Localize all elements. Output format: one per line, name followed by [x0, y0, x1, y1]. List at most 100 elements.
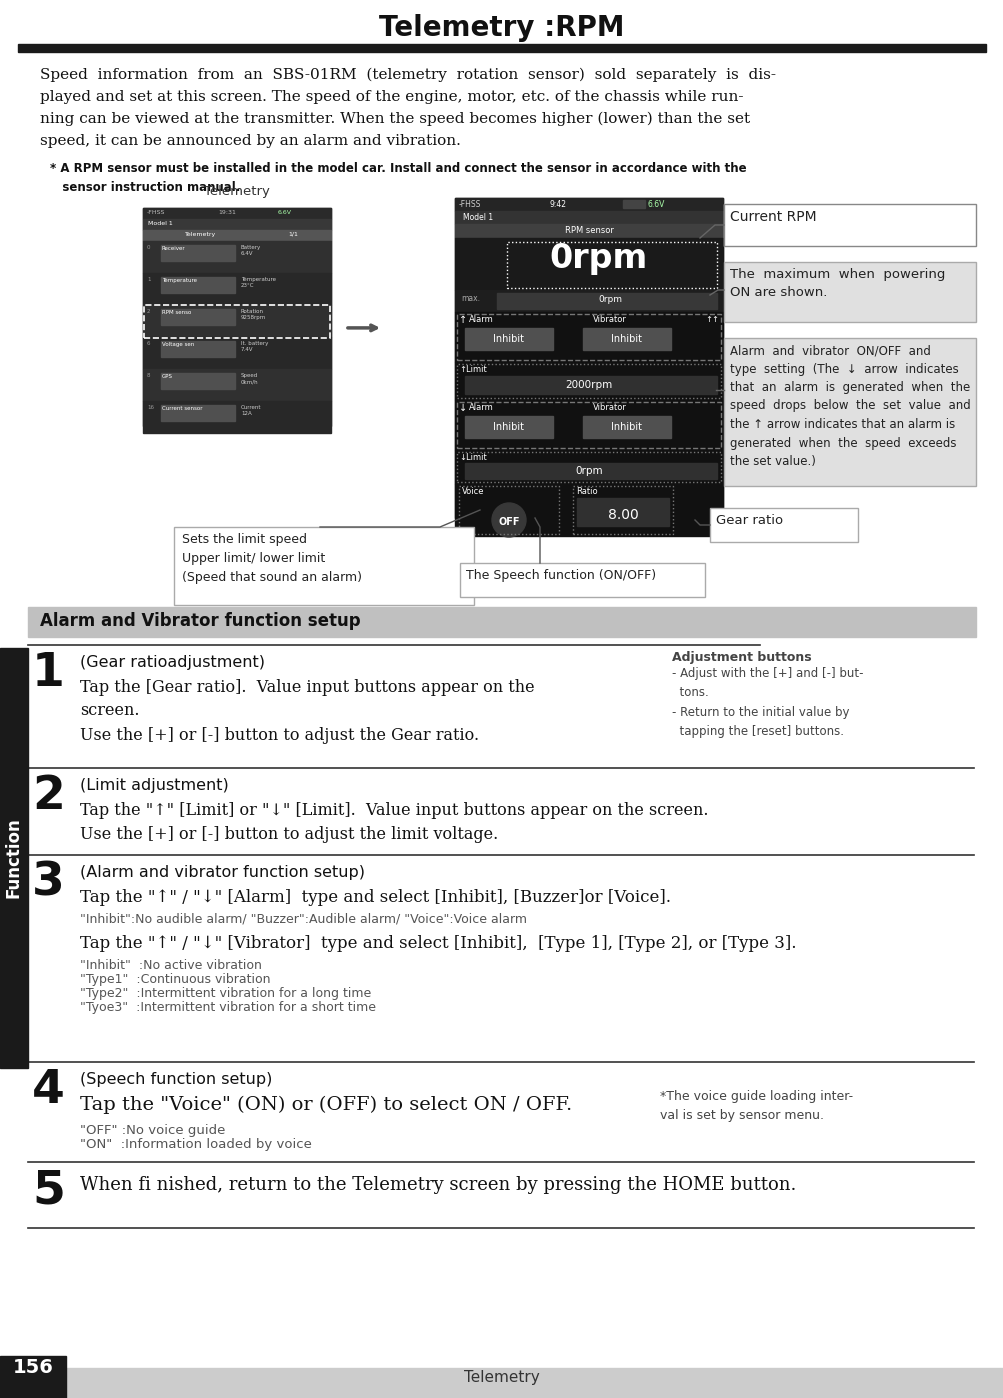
Bar [0, 649, 28, 1068]
Bar [142, 219, 331, 231]
Text: Telemetry: Telemetry [204, 185, 270, 199]
Bar [723, 204, 975, 246]
Text: 8.00: 8.00 [607, 507, 638, 521]
Bar [142, 208, 331, 219]
Text: Vibrator: Vibrator [593, 315, 626, 324]
Text: 0rpm: 0rpm [598, 295, 622, 303]
Bar [709, 507, 858, 542]
Bar [454, 224, 722, 238]
Bar [454, 312, 722, 362]
Text: Alarm and Vibrator function setup: Alarm and Vibrator function setup [40, 612, 360, 630]
Text: 4: 4 [32, 1068, 65, 1113]
Text: -FHSS: -FHSS [458, 200, 480, 208]
Text: Temperature: Temperature [161, 278, 197, 282]
Text: Telemetry: Telemetry [463, 1370, 540, 1385]
Bar [723, 338, 975, 487]
Bar [28, 607, 975, 637]
Circle shape [491, 503, 526, 537]
Text: Tap the "Voice" (ON) or (OFF) to select ON / OFF.: Tap the "Voice" (ON) or (OFF) to select … [80, 1096, 572, 1114]
Bar [577, 498, 668, 526]
Bar [454, 199, 722, 211]
Bar [464, 376, 716, 394]
Text: ning can be viewed at the transmitter. When the speed becomes higher (lower) tha: ning can be viewed at the transmitter. W… [40, 112, 749, 126]
Bar [142, 401, 331, 433]
Bar [454, 362, 722, 400]
Text: ↑: ↑ [458, 315, 466, 324]
Text: "ON"  :Information loaded by voice: "ON" :Information loaded by voice [80, 1138, 312, 1151]
Text: When fi nished, return to the Telemetry screen by pressing the HOME button.: When fi nished, return to the Telemetry … [80, 1176, 795, 1194]
Text: 5: 5 [32, 1167, 65, 1213]
Text: screen.: screen. [80, 702, 139, 719]
Text: Ratio: Ratio [576, 487, 597, 496]
Text: played and set at this screen. The speed of the engine, motor, etc. of the chass: played and set at this screen. The speed… [40, 89, 743, 103]
Bar [142, 337, 331, 369]
Bar [464, 329, 553, 350]
Bar [142, 208, 331, 426]
Text: Voice: Voice [461, 487, 484, 496]
Text: Alarm: Alarm [468, 315, 493, 324]
Bar [160, 245, 235, 261]
Text: 0rpm: 0rpm [575, 466, 602, 475]
Text: Rotation
9258rpm: Rotation 9258rpm [241, 309, 266, 320]
Text: Inhibit: Inhibit [611, 422, 642, 432]
Bar [454, 289, 722, 312]
Text: (Gear ratioadjustment): (Gear ratioadjustment) [80, 656, 265, 670]
Text: 6.6V: 6.6V [647, 200, 665, 208]
Text: Alarm: Alarm [468, 403, 493, 412]
Text: 0: 0 [146, 245, 150, 250]
Text: 9:42: 9:42 [550, 200, 567, 208]
Text: 6.6V: 6.6V [278, 210, 292, 215]
Text: ↓: ↓ [458, 403, 466, 412]
Text: Alarm  and  vibrator  ON/OFF  and
type  setting  (The  ↓  arrow  indicates
that : Alarm and vibrator ON/OFF and type setti… [729, 344, 970, 468]
Text: GPS: GPS [161, 375, 173, 379]
Bar [583, 417, 670, 438]
Text: "OFF" :No voice guide: "OFF" :No voice guide [80, 1124, 225, 1137]
Text: max.: max. [460, 294, 479, 303]
Text: Tap the "↑" [Limit] or "↓" [Limit].  Value input buttons appear on the screen.: Tap the "↑" [Limit] or "↓" [Limit]. Valu… [80, 802, 708, 819]
Text: 1: 1 [32, 651, 65, 696]
Bar [454, 238, 722, 289]
Text: Inhibit: Inhibit [493, 422, 524, 432]
Text: speed, it can be announced by an alarm and vibration.: speed, it can be announced by an alarm a… [40, 134, 460, 148]
Bar [160, 341, 235, 356]
Text: "Type2"  :Intermittent vibration for a long time: "Type2" :Intermittent vibration for a lo… [80, 987, 371, 1000]
Bar [160, 405, 235, 421]
Text: It. battery
7.4V: It. battery 7.4V [241, 341, 268, 352]
Text: Model 1: Model 1 [462, 212, 492, 222]
Text: The  maximum  when  powering
ON are shown.: The maximum when powering ON are shown. [729, 268, 945, 299]
Text: Voltage sen: Voltage sen [161, 343, 194, 347]
Bar [160, 277, 235, 294]
Text: Function: Function [5, 818, 23, 899]
Text: Speed  information  from  an  SBS-01RM  (telemetry  rotation  sensor)  sold  sep: Speed information from an SBS-01RM (tele… [40, 69, 775, 82]
Bar [454, 484, 722, 535]
Text: Sets the limit speed
Upper limit/ lower limit
(Speed that sound an alarm): Sets the limit speed Upper limit/ lower … [182, 533, 362, 584]
Bar [142, 305, 331, 337]
Text: Telemetry :RPM: Telemetry :RPM [379, 14, 624, 42]
Text: Speed
0km/h: Speed 0km/h [241, 373, 259, 384]
Text: 156: 156 [13, 1357, 53, 1377]
Text: -FHSS: -FHSS [146, 210, 165, 215]
Text: 2000rpm: 2000rpm [565, 380, 612, 390]
Bar [496, 294, 716, 309]
Text: Use the [+] or [-] button to adjust the Gear ratio.: Use the [+] or [-] button to adjust the … [80, 727, 478, 744]
Text: 16: 16 [146, 405, 153, 410]
Text: "Inhibit":No audible alarm/ "Buzzer":Audible alarm/ "Voice":Voice alarm: "Inhibit":No audible alarm/ "Buzzer":Aud… [80, 913, 527, 925]
Text: Inhibit: Inhibit [611, 334, 642, 344]
Text: The Speech function (ON/OFF): The Speech function (ON/OFF) [465, 569, 656, 582]
Text: Temperature
23°C: Temperature 23°C [241, 277, 276, 288]
Bar [160, 309, 235, 324]
Text: Battery
6.4V: Battery 6.4V [241, 245, 261, 256]
Text: (Speech function setup): (Speech function setup) [80, 1072, 272, 1088]
Text: ↓Limit: ↓Limit [458, 453, 486, 461]
Text: Inhibit: Inhibit [493, 334, 524, 344]
Bar [723, 261, 975, 322]
Text: Adjustment buttons: Adjustment buttons [671, 651, 810, 664]
Bar [454, 450, 722, 484]
Text: Use the [+] or [-] button to adjust the limit voltage.: Use the [+] or [-] button to adjust the … [80, 826, 497, 843]
Text: Current RPM: Current RPM [729, 210, 815, 224]
Bar [142, 273, 331, 305]
Text: 0rpm: 0rpm [550, 242, 648, 275]
Bar [174, 527, 473, 605]
Text: (Limit adjustment): (Limit adjustment) [80, 779, 229, 793]
Bar [623, 200, 644, 208]
